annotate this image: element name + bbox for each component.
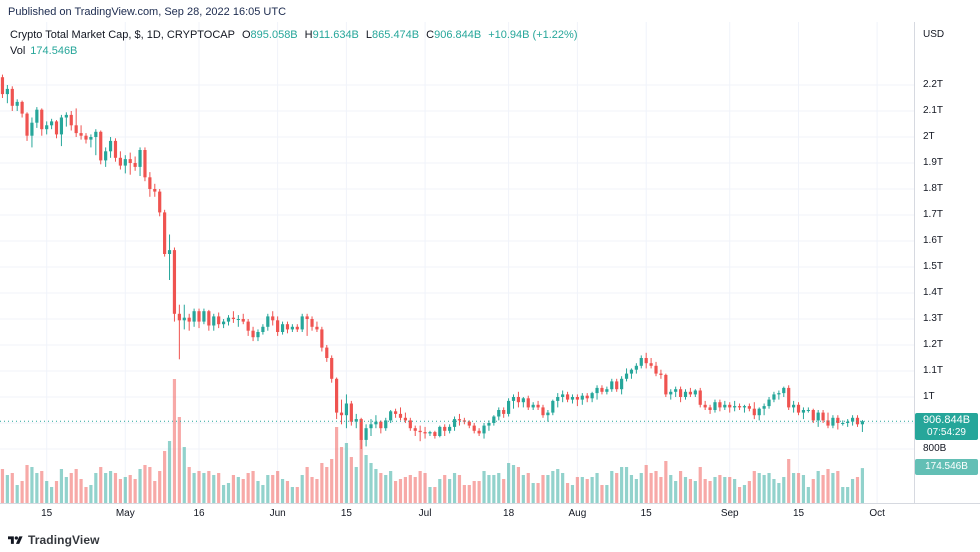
tradingview-wordmark[interactable]: TradingView <box>28 533 100 547</box>
y-axis-label: 1.6T <box>923 235 944 246</box>
y-axis-label: 1.1T <box>923 365 944 376</box>
low-value: 865.474B <box>372 29 420 41</box>
legend-line-1: Crypto Total Market Cap, $, 1D, CRYPTOCA… <box>10 27 578 43</box>
last-price-badge: 906.844B 07:54:29 <box>915 413 978 441</box>
tradingview-logo-icon[interactable] <box>8 534 23 547</box>
price-axis-currency: USD <box>923 29 945 40</box>
y-axis-label: 2.2T <box>923 79 944 90</box>
x-axis-label: May <box>115 508 135 519</box>
x-axis-label: Oct <box>869 508 885 519</box>
time-axis[interactable]: 15 May 16 Jun 15 Jul 18 Aug 15 Sep 15 Oct <box>0 503 980 525</box>
published-header: Published on TradingView.com, Sep 28, 20… <box>8 6 287 18</box>
x-axis-label: Jul <box>418 508 432 519</box>
close-value: 906.844B <box>434 29 482 41</box>
x-axis-label: 15 <box>792 508 805 519</box>
volume-label: Vol <box>10 45 26 57</box>
x-axis-label: 15 <box>41 508 53 519</box>
x-axis-label: 16 <box>193 508 205 519</box>
chart-frame: Crypto Total Market Cap, $, 1D, CRYPTOCA… <box>0 22 980 525</box>
x-axis-label: Jun <box>269 508 286 519</box>
x-axis-label: 15 <box>340 508 352 519</box>
y-axis-label: 1.3T <box>923 313 944 324</box>
y-axis-label: 1.9T <box>923 157 944 168</box>
volume-value: 174.546B <box>30 45 78 57</box>
y-axis-label: 800B <box>923 443 947 454</box>
y-axis-label: 1T <box>923 391 935 402</box>
legend-line-2: Vol 174.546B <box>10 43 578 59</box>
y-axis-label: 1.2T <box>923 339 944 350</box>
volume-value-badge: 174.546B <box>915 459 978 476</box>
x-axis-label: 18 <box>503 508 515 519</box>
price-axis[interactable]: USD 2.2T 2.1T 2T 1.9T 1.8T 1.7T 1.6T 1.5T 1.4T 1.… <box>914 22 980 503</box>
open-label: O <box>241 29 251 41</box>
price-chart[interactable] <box>0 22 914 503</box>
y-axis-label: 2T <box>923 131 935 142</box>
symbol-title[interactable]: Crypto Total Market Cap, $, 1D, CRYPTOCA… <box>10 29 235 41</box>
close-label: C <box>426 29 435 41</box>
y-axis-label: 2.1T <box>923 105 944 116</box>
high-label: H <box>304 29 313 41</box>
change-value: +10.94B (+1.22%) <box>488 29 578 41</box>
x-axis-label: Aug <box>568 508 587 519</box>
x-axis-label: Sep <box>720 508 739 519</box>
open-value: 895.058B <box>250 29 298 41</box>
bar-countdown: 07:54:29 <box>927 427 966 439</box>
y-axis-label: 1.8T <box>923 183 944 194</box>
low-label: L <box>365 29 373 41</box>
y-axis-label: 1.5T <box>923 261 944 272</box>
y-axis-label: 1.4T <box>923 287 944 298</box>
last-price-value: 906.844B <box>922 414 971 427</box>
high-value: 911.634B <box>312 29 359 41</box>
x-axis-label: 15 <box>640 508 652 519</box>
chart-legend: Crypto Total Market Cap, $, 1D, CRYPTOCA… <box>10 27 578 59</box>
footer: TradingView <box>8 533 100 547</box>
y-axis-label: 1.7T <box>923 209 944 220</box>
